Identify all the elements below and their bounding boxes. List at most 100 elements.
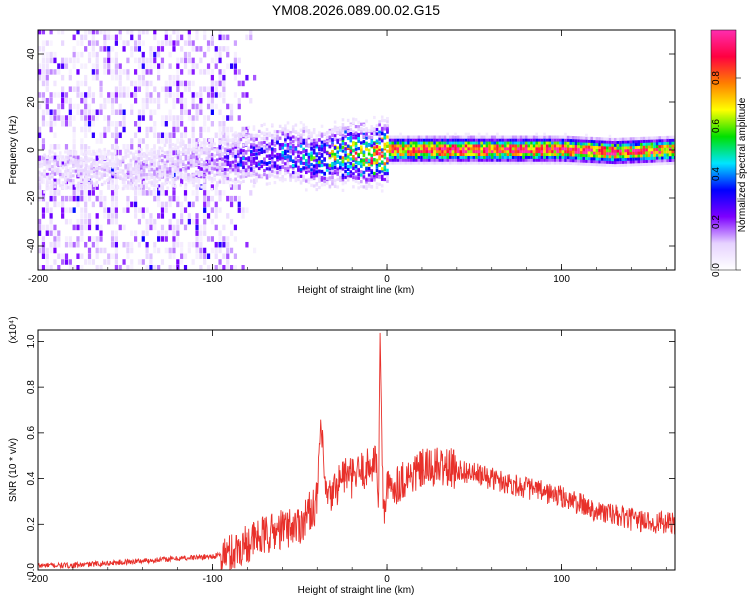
heatmap-cell [130, 30, 134, 35]
heatmap-cell [107, 46, 111, 52]
heatmap-cell [233, 236, 238, 242]
heatmap-cell [257, 129, 261, 133]
heatmap-cell [367, 178, 371, 182]
heatmap-cell [438, 144, 442, 148]
heatmap-cell [255, 175, 258, 179]
heatmap-cell [467, 161, 470, 165]
heatmap-cell [110, 218, 115, 225]
heatmap-cell [49, 51, 53, 58]
heatmap-cell [133, 201, 138, 208]
heatmap-cell [464, 141, 468, 145]
heatmap-cell [141, 57, 145, 64]
heatmap-cell [183, 253, 188, 259]
heatmap-cell [365, 144, 368, 148]
heatmap-cell [223, 138, 227, 142]
heatmap-cell [642, 142, 646, 146]
heatmap-cell [595, 137, 599, 141]
heatmap-cell [658, 141, 662, 146]
heatmap-cell [472, 138, 476, 142]
heatmap-cell [305, 143, 308, 147]
heatmap-cell [91, 236, 95, 242]
heatmap-cell [558, 158, 562, 162]
heatmap-cell [401, 155, 405, 159]
heatmap-cell [422, 144, 426, 148]
heatmap-cell [255, 152, 258, 156]
heatmap-cell [291, 170, 295, 175]
heatmap-cell [401, 149, 405, 154]
heatmap-cell [158, 157, 162, 161]
heatmap-cell [57, 109, 61, 115]
heatmap-cell [69, 175, 73, 179]
heatmap-cell [464, 135, 468, 139]
heatmap-cell [540, 155, 544, 159]
heatmap-cell [606, 149, 609, 153]
heatmap-cell [632, 148, 635, 152]
heatmap-cell [61, 30, 65, 35]
heatmap-cell [231, 146, 235, 150]
heatmap-cell [64, 195, 69, 202]
heatmap-cell [110, 195, 115, 202]
heatmap-cell [404, 155, 408, 159]
heatmap-cell [428, 149, 431, 154]
heatmap-cell [206, 167, 211, 173]
heatmap-cell [149, 57, 153, 64]
heatmap-cell [250, 152, 253, 156]
heatmap-cell [428, 155, 431, 159]
heatmap-cell [540, 135, 544, 139]
heatmap-cell [87, 247, 92, 254]
heatmap-cell [443, 149, 447, 154]
heatmap-cell [218, 132, 222, 139]
heatmap-cell [558, 161, 562, 165]
heatmap-cell [129, 164, 133, 168]
heatmap-cell [634, 137, 638, 141]
heatmap-cell [45, 40, 49, 46]
heatmap-cell [129, 160, 133, 164]
heatmap-cell [114, 213, 118, 219]
heatmap-cell [176, 86, 180, 92]
heatmap-cell [92, 152, 96, 156]
heatmap-cell [210, 184, 214, 190]
heatmap-cell [110, 132, 115, 139]
heatmap-cell [118, 149, 122, 156]
heatmap-cell [587, 139, 591, 143]
heatmap-cell [68, 241, 72, 248]
heatmap-cell [164, 236, 168, 242]
heatmap-cell [459, 158, 463, 162]
heatmap-cell [339, 128, 342, 132]
heatmap-cell [611, 163, 614, 167]
heatmap-cell [459, 144, 463, 148]
heatmap-cell [349, 149, 353, 153]
heatmap-cell [472, 149, 476, 154]
heatmap-cell [160, 259, 165, 265]
heatmap-cell [176, 115, 180, 121]
heatmap-cell [480, 161, 484, 165]
heatmap-cell [433, 149, 436, 154]
heatmap-cell [289, 137, 292, 141]
heatmap-cell [153, 187, 156, 191]
heatmap-cell [653, 139, 656, 143]
heatmap-cell [579, 142, 583, 146]
heatmap-cell [197, 138, 201, 143]
heatmap-cell [257, 166, 261, 171]
heatmap-cell [103, 165, 107, 169]
heatmap-cell [284, 171, 287, 176]
heatmap-cell [168, 115, 172, 121]
heatmap-cell [263, 160, 266, 165]
heatmap-cell [140, 148, 143, 152]
heatmap-cell [645, 142, 648, 146]
heatmap-cell [666, 158, 669, 163]
heatmap-cell [391, 138, 395, 142]
heatmap-cell [38, 247, 42, 254]
heatmap-cell [318, 151, 321, 156]
heatmap-cell [627, 157, 630, 161]
heatmap-cell [91, 63, 95, 69]
heatmap-cell [352, 129, 355, 134]
heatmap-cell [141, 184, 145, 190]
heatmap-cell [553, 138, 557, 142]
heatmap-cell [668, 138, 672, 142]
heatmap-cell [446, 147, 449, 151]
heatmap-cell [375, 168, 379, 173]
heatmap-cell [226, 241, 230, 248]
heatmap-cell [548, 158, 552, 162]
spectrogram-xlabel: Height of straight line (km) [298, 285, 415, 296]
